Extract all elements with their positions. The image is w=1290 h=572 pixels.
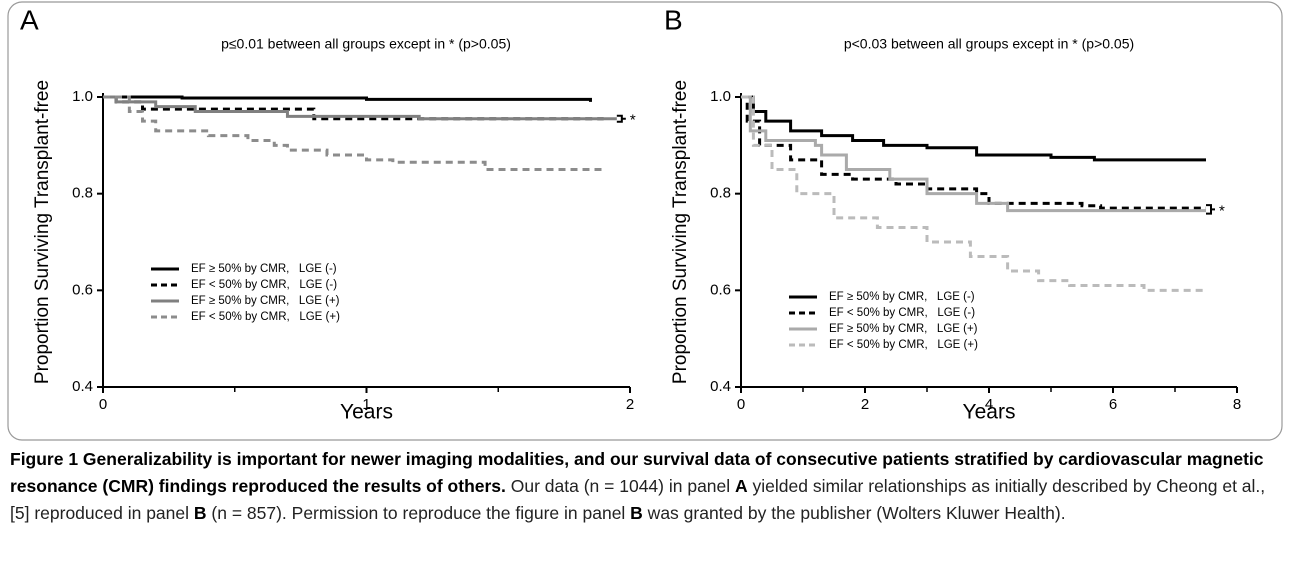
survival-curve [103,95,604,171]
survival-curve [741,95,1206,213]
y-tick-label: 0.4 [710,378,731,395]
legend-label: EF < 50% by CMR, LGE (+) [829,339,978,351]
bracket [1206,204,1215,215]
survival-curve [103,95,592,102]
chart-title: p<0.03 between all groups except in * (p… [844,36,1134,52]
y-axis-label: Proportion Surviving Transplant-free [670,80,691,384]
y-tick-label: 0.8 [710,185,731,202]
y-tick-label: 0.6 [710,281,731,298]
x-tick-label: 2 [861,396,869,413]
legend-label: EF ≥ 50% by CMR, LGE (+) [191,295,340,307]
legend-label: EF < 50% by CMR, LGE (-) [829,307,975,319]
survival-curve [741,95,1206,292]
caption: Figure 1 Generalizability is important f… [10,446,1280,527]
legend-label: EF ≥ 50% by CMR, LGE (-) [829,291,975,303]
y-tick-label: 0.6 [72,281,93,298]
y-tick-label: 1.0 [72,88,93,105]
charts: Ap≤0.01 between all groups except in * (… [7,1,1283,441]
caption-text: Figure 1 Generalizability is important f… [10,449,1264,496]
caption-text: Our data (n = 1044) in panel [505,476,736,496]
survival-curve [741,95,1206,162]
survival-curve [103,95,617,121]
caption-text: yielded similar relationships as initial… [10,476,1266,523]
survival-curve [741,95,1206,210]
legend-label: EF ≥ 50% by CMR, LGE (+) [829,323,978,335]
x-tick-label: 0 [737,396,745,413]
annotation: * [1219,202,1225,219]
y-axis-label: Proportion Surviving Transplant-free [32,80,53,384]
caption-text: (n = 857). Permission to reproduce the f… [206,503,631,523]
x-tick-label: 4 [985,396,993,413]
x-tick-label: 2 [626,396,634,413]
annotation: * [630,112,636,129]
caption-text: B [193,503,207,523]
bracket [616,114,626,123]
legend-label: EF < 50% by CMR, LGE (-) [191,279,337,291]
x-tick-label: 8 [1233,396,1241,413]
x-axis-label: Years [340,401,393,424]
x-axis-label: Years [963,401,1016,424]
chart-title: p≤0.01 between all groups except in * (p… [221,36,511,52]
legend-label: EF < 50% by CMR, LGE (+) [191,311,340,323]
y-tick-label: 0.8 [72,185,93,202]
x-tick-label: 1 [362,396,370,413]
figure-frame [7,1,1283,441]
caption-text: A [735,476,748,496]
caption-text: B [630,503,643,523]
caption-text: was granted by the publisher (Wolters Kl… [642,503,1066,523]
panel-label: A [20,4,39,35]
y-tick-label: 0.4 [72,378,93,395]
y-tick-label: 1.0 [710,88,731,105]
x-tick-label: 6 [1109,396,1117,413]
x-tick-label: 0 [99,396,107,413]
panel-label: B [664,4,683,35]
legend-label: EF ≥ 50% by CMR, LGE (-) [191,263,337,275]
